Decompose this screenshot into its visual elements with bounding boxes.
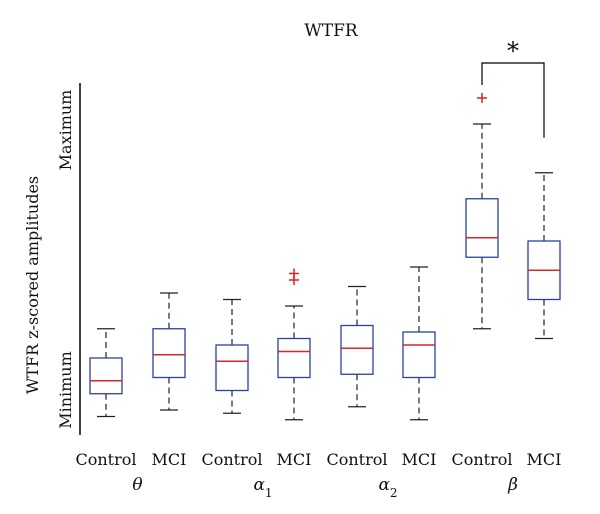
y-axis-label: WTFR z-scored amplitudes (23, 176, 42, 394)
box-iqr (465, 198, 499, 258)
x-category-label: MCI (152, 450, 187, 469)
y-tick-label-minimum: Minimum (56, 351, 75, 429)
box-1 (89, 328, 123, 418)
x-axis-labels: Control MCI Control MCI Control MCI Control MCI… (75, 450, 561, 500)
box-5 (340, 285, 374, 408)
annotations: * (481, 37, 545, 138)
significance-star: * (507, 37, 519, 65)
box-iqr (89, 357, 123, 395)
box-series (89, 93, 561, 421)
box-7 (465, 93, 499, 330)
x-category-label: Control (201, 450, 262, 469)
box-iqr (402, 331, 436, 379)
box-4 (277, 268, 311, 421)
x-category-label: MCI (402, 450, 437, 469)
outlier-marker (477, 93, 487, 103)
x-group-label: θ (132, 475, 142, 495)
box-iqr (340, 324, 374, 375)
box-iqr (215, 344, 249, 392)
significance-bracket (481, 62, 545, 138)
x-category-label: MCI (527, 450, 562, 469)
box-8 (527, 172, 561, 340)
box-3 (215, 298, 249, 414)
x-category-label: Control (451, 450, 512, 469)
y-tick-label-maximum: Maximum (56, 90, 75, 171)
outlier-marker (289, 268, 299, 279)
box-iqr (277, 337, 311, 379)
x-category-label: MCI (277, 450, 312, 469)
box-2 (152, 292, 186, 411)
x-category-label: Control (326, 450, 387, 469)
x-group-label: α1 (253, 475, 272, 500)
x-group-label: β (507, 475, 518, 495)
x-category-label: Control (75, 450, 136, 469)
box-iqr (152, 328, 186, 379)
chart-title: WTFR (304, 21, 359, 41)
box-6 (402, 266, 436, 421)
x-group-label: α2 (378, 475, 397, 500)
